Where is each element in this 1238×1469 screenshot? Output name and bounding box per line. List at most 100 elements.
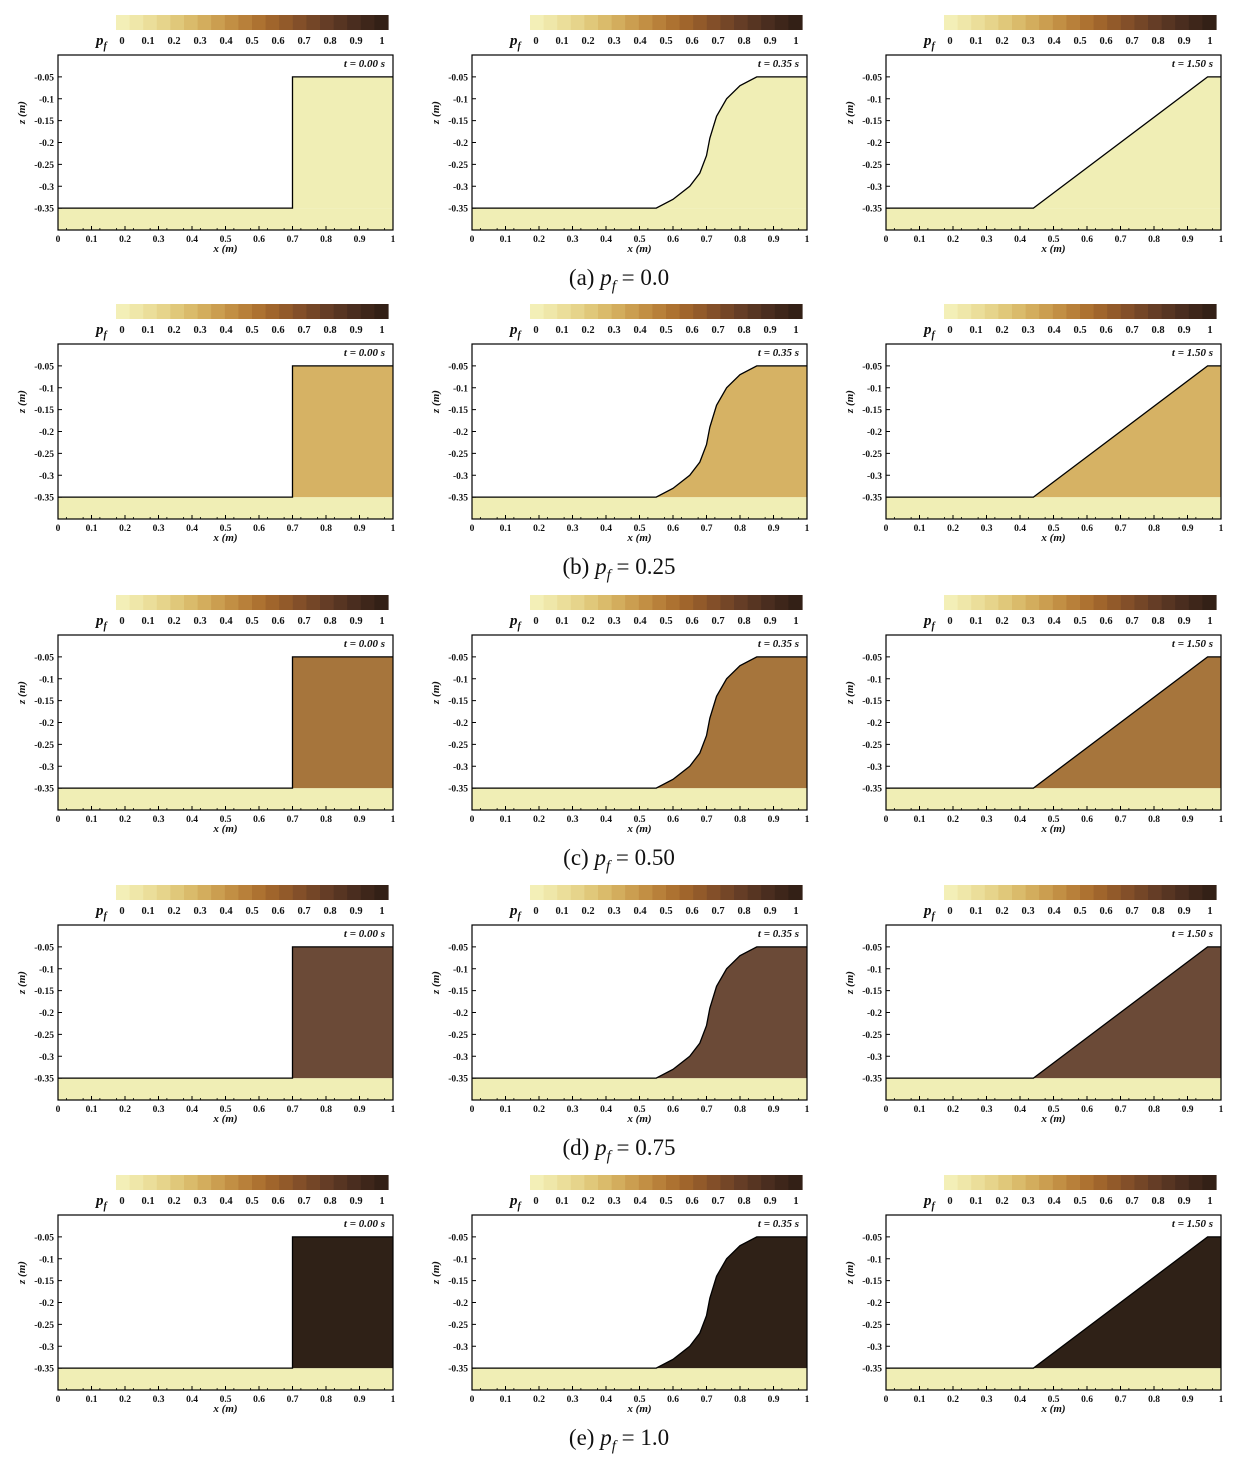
- x-axis-label: x (m): [1040, 823, 1065, 835]
- colorbar-swatch: [265, 595, 280, 610]
- x-axis-label: x (m): [626, 1403, 651, 1415]
- x-tick-label: 0.7: [701, 1395, 713, 1405]
- y-tick-label: -0.1: [39, 384, 54, 394]
- colorbar-swatch: [543, 1175, 558, 1190]
- time-annotation: t = 0.00 s: [344, 58, 385, 70]
- x-tick-label: 0.5: [634, 815, 646, 825]
- granular-mass: [292, 1236, 393, 1369]
- colorbar-swatch: [720, 15, 735, 30]
- colorbar-swatch: [1120, 304, 1135, 319]
- free-surface-line: [886, 1236, 1221, 1369]
- colorbar-tick-label: 0.8: [323, 906, 336, 917]
- colorbar-swatch: [638, 15, 653, 30]
- colorbar-tick-label: 0.3: [607, 1196, 620, 1207]
- colorbar-swatch: [347, 15, 362, 30]
- colorbar-tick-label: 0.9: [1177, 906, 1190, 917]
- colorbar-swatch: [693, 1175, 708, 1190]
- x-tick-label: 0: [470, 1395, 475, 1405]
- colorbar-tick-label: 0.2: [581, 1196, 594, 1207]
- panel-3-2: 0 0.1 0.2 0.3 0.4 0.5 0.6 0.7 0.8 0.9 1 pf 0 0.1 0.2 0.…: [430, 595, 810, 835]
- colorbar-swatch: [1025, 304, 1040, 319]
- x-tick-label: 0.7: [287, 524, 299, 534]
- colorbar-swatch: [530, 304, 545, 319]
- colorbar-swatch: [1120, 1175, 1135, 1190]
- colorbar-swatch: [543, 885, 558, 900]
- colorbar-label-sub: f: [932, 41, 937, 52]
- panel-4-2: 0 0.1 0.2 0.3 0.4 0.5 0.6 0.7 0.8 0.9 1 pf 0 0.1 0.2 0.…: [430, 885, 810, 1125]
- colorbar-tick-label: 0.7: [297, 1196, 310, 1207]
- x-tick-label: 0.5: [634, 524, 646, 534]
- y-tick-label: -0.35: [34, 494, 54, 504]
- y-tick-label: -0.2: [39, 719, 54, 729]
- colorbar-tick-label: 0.4: [1047, 1196, 1061, 1207]
- colorbar-label-sub: f: [104, 41, 109, 52]
- colorbar-swatch: [1052, 885, 1067, 900]
- colorbar-tick-label: 0.2: [167, 906, 180, 917]
- colorbar-swatch: [747, 304, 762, 319]
- colorbar-swatch: [1134, 885, 1149, 900]
- colorbar-tick-label: 0.6: [271, 616, 284, 627]
- x-tick-label: 0: [470, 815, 475, 825]
- y-tick-label: -0.15: [862, 987, 882, 997]
- x-tick-label: 0.6: [667, 1395, 679, 1405]
- x-tick-label: 0.1: [500, 235, 512, 245]
- x-tick-label: 0.3: [153, 1395, 165, 1405]
- free-surface-line: [886, 365, 1221, 498]
- y-tick-label: -0.35: [34, 785, 54, 795]
- y-tick-label: -0.3: [39, 1053, 54, 1063]
- x-axis-label: x (m): [212, 532, 237, 544]
- x-tick-label: 0.8: [1148, 1105, 1160, 1115]
- colorbar-swatch: [774, 1175, 789, 1190]
- colorbar-swatch: [252, 15, 267, 30]
- colorbar-swatch: [197, 595, 212, 610]
- bed-layer: [58, 788, 393, 810]
- colorbar-swatch: [374, 304, 389, 319]
- colorbar-swatch: [761, 595, 776, 610]
- colorbar-swatch: [252, 304, 267, 319]
- colorbar-swatch: [333, 15, 348, 30]
- bed-layer: [886, 1368, 1221, 1390]
- colorbar-tick-label: 0.1: [555, 325, 568, 336]
- x-tick-label: 0.6: [1081, 1395, 1093, 1405]
- colorbar-swatch: [652, 15, 667, 30]
- x-tick-label: 0.5: [1048, 815, 1060, 825]
- colorbar-swatch: [611, 885, 626, 900]
- colorbar-swatch: [598, 1175, 613, 1190]
- colorbar-label: pf: [508, 903, 523, 922]
- colorbar-swatch: [543, 15, 558, 30]
- free-surface-line: [58, 946, 393, 1079]
- colorbar-swatch: [1161, 15, 1176, 30]
- colorbar-swatch: [116, 304, 131, 319]
- x-tick-label: 1: [805, 524, 810, 534]
- x-tick-label: 0.9: [768, 1105, 780, 1115]
- colorbar-swatch: [679, 1175, 694, 1190]
- colorbar-tick-label: 0.8: [323, 325, 336, 336]
- caption-label: (a): [568, 265, 601, 290]
- row-caption: (b) pf = 0.25: [0, 554, 1238, 585]
- bed-layer: [886, 788, 1221, 810]
- y-tick-label: -0.35: [862, 205, 882, 215]
- colorbar-swatch: [129, 885, 144, 900]
- y-tick-label: -0.05: [862, 73, 882, 83]
- y-tick-label: -0.35: [34, 1075, 54, 1085]
- colorbar-swatch: [1107, 1175, 1122, 1190]
- colorbar-tick-label: 1: [379, 36, 384, 47]
- panel-2-2: 0 0.1 0.2 0.3 0.4 0.5 0.6 0.7 0.8 0.9 1 pf 0 0.1 0.2 0.…: [430, 304, 810, 544]
- panel-5-1: 0 0.1 0.2 0.3 0.4 0.5 0.6 0.7 0.8 0.9 1 pf 0 0.1 0.2 0.…: [16, 1175, 396, 1415]
- colorbar-tick-label: 0.7: [711, 325, 724, 336]
- colorbar-tick-label: 0.1: [555, 906, 568, 917]
- y-tick-label: -0.1: [453, 384, 468, 394]
- colorbar-tick-label: 0.1: [969, 1196, 982, 1207]
- y-tick-label: -0.3: [453, 763, 468, 773]
- colorbar-tick-label: 1: [1207, 36, 1212, 47]
- free-surface-line: [472, 365, 807, 498]
- colorbar-swatch: [611, 15, 626, 30]
- colorbar-tick-label: 0.6: [685, 325, 698, 336]
- y-tick-label: -0.2: [453, 139, 468, 149]
- x-tick-label: 0.1: [86, 524, 98, 534]
- x-tick-label: 0.2: [533, 1395, 545, 1405]
- y-tick-label: -0.25: [34, 1031, 54, 1041]
- colorbar-swatch: [666, 885, 681, 900]
- x-tick-label: 0.8: [320, 524, 332, 534]
- x-axis-label: x (m): [1040, 532, 1065, 544]
